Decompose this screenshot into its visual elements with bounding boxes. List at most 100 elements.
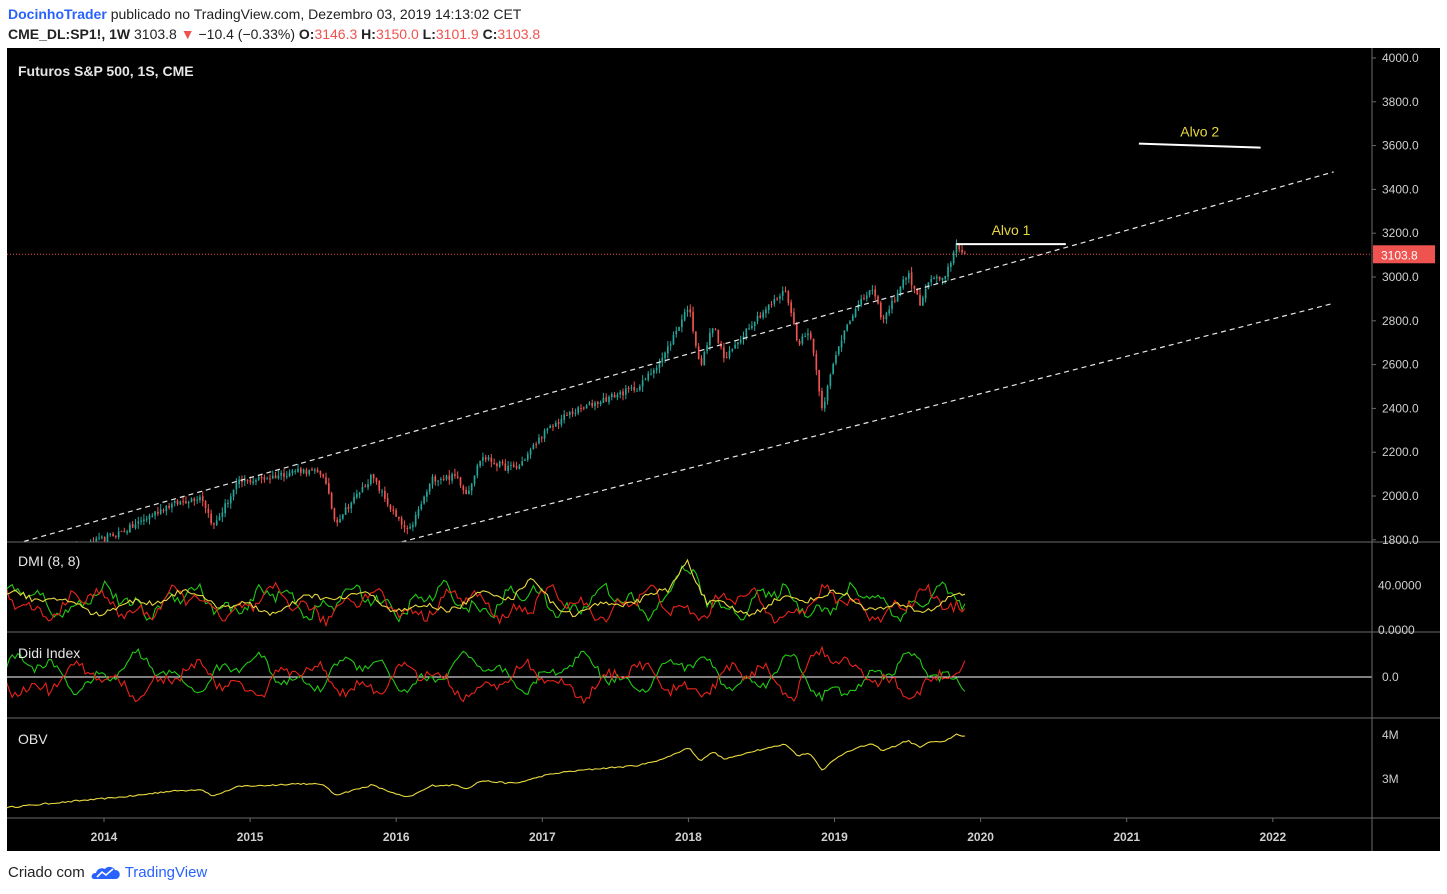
candle-body <box>622 391 624 396</box>
y-tick-label: 2000.0 <box>1382 489 1419 503</box>
candle-body <box>697 346 700 359</box>
symbol-info: CME_DL:SP1!, 1W 3103.8 ▼ −10.4 (−0.33%) … <box>8 26 540 42</box>
close-label: C: <box>482 26 498 42</box>
author-link[interactable]: DocinhoTrader <box>8 6 107 22</box>
candle-body <box>745 328 748 337</box>
candle-body <box>770 304 773 306</box>
candle-body <box>851 315 854 321</box>
candle-body <box>319 471 322 475</box>
candle-body <box>173 501 176 503</box>
candle-body <box>299 468 302 473</box>
candle-body <box>728 350 731 358</box>
obv-pane[interactable]: OBV <box>7 731 965 809</box>
candle-body <box>140 520 142 522</box>
candle-body <box>347 506 350 509</box>
candle-body <box>280 473 283 476</box>
candle-body <box>793 312 795 324</box>
candle-body <box>353 496 355 503</box>
candle-body <box>751 325 753 328</box>
candle-body <box>910 272 913 286</box>
price-pane[interactable]: Alvo 1 Alvo 2 3103.8 Futuros S&P 500, 1S, C… <box>7 63 1435 587</box>
candle-body <box>823 401 826 409</box>
candle-body <box>313 469 316 472</box>
candle-body <box>630 387 633 389</box>
candle-body <box>916 288 919 295</box>
candle-body <box>213 523 215 525</box>
candle-body <box>554 422 557 427</box>
candle-body <box>913 285 916 289</box>
candle-body <box>919 294 921 306</box>
down-arrow-icon: ▼ <box>180 26 195 42</box>
candle-body <box>812 338 815 354</box>
candle-body <box>759 315 762 318</box>
x-tick-label: 2016 <box>383 830 410 844</box>
candle-body <box>339 518 341 523</box>
candle-body <box>627 388 630 390</box>
chart-background <box>7 48 1440 851</box>
candle-body <box>501 461 504 464</box>
didi-pane[interactable]: Didi Index <box>7 645 1372 705</box>
chart-canvas[interactable]: Alvo 1 Alvo 2 3103.8 Futuros S&P 500, 1S, C… <box>7 48 1440 851</box>
dmi-tick-label: 40.0000 <box>1378 578 1422 592</box>
candle-body <box>490 457 493 463</box>
candle-body <box>221 512 224 518</box>
candle-body <box>860 298 863 306</box>
candle-body <box>524 459 526 461</box>
candle-body <box>271 475 274 479</box>
channel-line[interactable] <box>384 302 1334 546</box>
target-line[interactable] <box>1138 142 1261 149</box>
candle-body <box>826 386 829 401</box>
candle-body <box>582 407 585 409</box>
low-label: L: <box>422 26 436 42</box>
candle-body <box>344 507 347 515</box>
didi-pane-title: Didi Index <box>18 645 80 661</box>
tradingview-brand[interactable]: TradingView <box>124 864 208 881</box>
candle-body <box>678 326 680 331</box>
candle-body <box>302 469 305 473</box>
candle-body <box>448 475 451 480</box>
y-tick-label: 2600.0 <box>1382 358 1419 372</box>
candle-body <box>316 470 319 472</box>
candle-body <box>543 430 546 439</box>
candle-body <box>787 291 790 303</box>
candle-body <box>896 293 899 302</box>
candle-body <box>779 296 781 299</box>
candle-body <box>935 276 938 279</box>
y-tick-label: 2200.0 <box>1382 445 1419 459</box>
candle-body <box>703 351 706 366</box>
candle-body <box>655 368 658 371</box>
candle-body <box>445 475 448 480</box>
candle-body <box>849 321 851 325</box>
candle-body <box>462 486 465 491</box>
candle-body <box>955 243 958 253</box>
high-label: H: <box>361 26 376 42</box>
candle-body <box>426 491 428 497</box>
obv-pane-title: OBV <box>18 731 48 747</box>
candle-body <box>229 496 232 504</box>
candle-body <box>950 262 952 268</box>
candle-body <box>540 437 543 439</box>
candle-body <box>952 252 955 264</box>
candle-body <box>717 329 720 343</box>
candle-body <box>274 475 277 479</box>
channel-line[interactable] <box>7 171 1334 546</box>
published-text: publicado no TradingView.com, Dezembro 0… <box>110 6 522 22</box>
candle-body <box>431 476 434 485</box>
candle-body <box>591 402 594 407</box>
candle-body <box>403 525 406 528</box>
candle-body <box>358 492 361 495</box>
candle-body <box>199 496 201 500</box>
y-tick-label: 3600.0 <box>1382 139 1419 153</box>
candle-body <box>355 493 358 498</box>
candle-body <box>667 346 669 354</box>
y-tick-label: 3000.0 <box>1382 270 1419 284</box>
candle-body <box>126 531 128 533</box>
candle-body <box>723 347 725 358</box>
candle-body <box>476 465 479 476</box>
candle-body <box>893 300 896 302</box>
candle-body <box>574 412 577 414</box>
candle-body <box>470 483 473 491</box>
candle-body <box>804 336 806 338</box>
candle-body <box>748 328 750 330</box>
dmi-pane[interactable]: DMI (8, 8) <box>7 553 966 628</box>
